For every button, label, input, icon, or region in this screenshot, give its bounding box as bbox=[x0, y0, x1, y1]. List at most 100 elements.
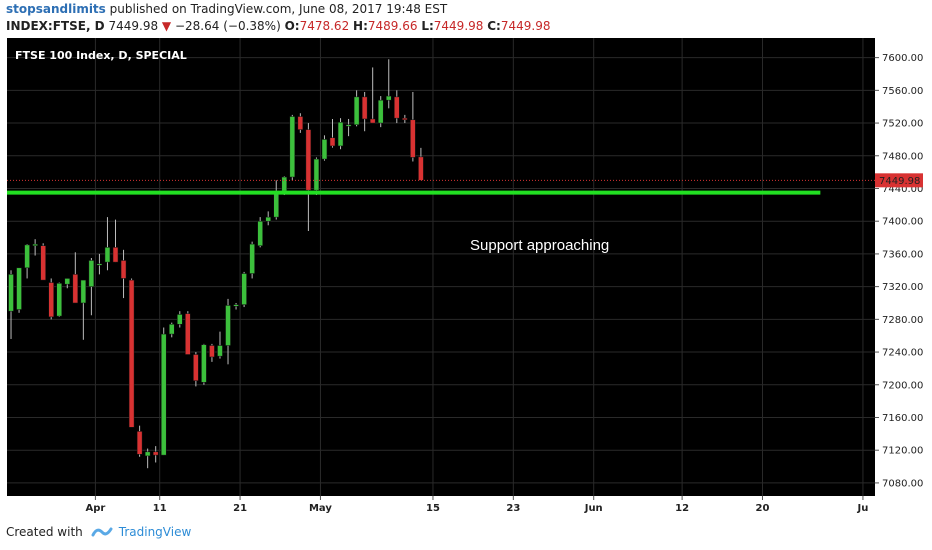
candle bbox=[305, 123, 312, 232]
candle bbox=[201, 343, 207, 385]
candle-body bbox=[16, 267, 22, 310]
close-label: C: bbox=[487, 19, 501, 33]
last-price-badge-label: 7449.98 bbox=[879, 176, 920, 187]
candle-body bbox=[305, 129, 312, 191]
candle-body bbox=[185, 313, 191, 355]
price-tick-label: 7160.00 bbox=[882, 413, 923, 424]
low-label: L: bbox=[421, 19, 434, 33]
candle-body bbox=[48, 282, 54, 318]
candle bbox=[377, 96, 384, 128]
candle-body bbox=[329, 137, 336, 147]
tradingview-logo-icon bbox=[91, 527, 113, 537]
price-tick-label: 7240.00 bbox=[882, 348, 923, 359]
close-value: 7449.98 bbox=[500, 19, 551, 33]
tradingview-link[interactable]: TradingView bbox=[118, 525, 192, 539]
candle bbox=[410, 91, 416, 162]
overlays bbox=[7, 179, 875, 195]
candle bbox=[313, 157, 320, 196]
candle-body bbox=[40, 245, 46, 281]
time-axis: Apr 11 21 May 15 23 Jun 12 20 Ju bbox=[85, 496, 868, 514]
candle-body bbox=[144, 451, 151, 457]
candle bbox=[193, 352, 199, 387]
candle-body bbox=[257, 220, 263, 246]
price-tick-label: 7280.00 bbox=[882, 315, 923, 326]
candle-body bbox=[345, 124, 352, 127]
candle-body bbox=[56, 283, 62, 317]
candle-body bbox=[201, 344, 207, 383]
candle-body bbox=[353, 96, 360, 125]
price-change: −28.64 (−0.38%) bbox=[174, 19, 281, 33]
open-value: 7478.62 bbox=[299, 19, 350, 33]
candle-body bbox=[265, 216, 271, 222]
candle bbox=[233, 302, 239, 310]
candle-body bbox=[394, 96, 400, 119]
candle bbox=[329, 118, 336, 148]
candle bbox=[40, 243, 46, 281]
candle bbox=[56, 282, 62, 317]
time-tick-label: 20 bbox=[756, 503, 770, 514]
quote-line: INDEX:FTSE, D 7449.98 ▼ −28.64 (−0.38%) … bbox=[6, 19, 550, 34]
last-price-badge bbox=[875, 173, 923, 188]
time-tick-label: 23 bbox=[506, 503, 520, 514]
candle bbox=[64, 278, 71, 289]
candle-body bbox=[120, 260, 127, 279]
candle-body bbox=[88, 260, 95, 287]
candle bbox=[265, 211, 271, 226]
candle bbox=[386, 59, 392, 109]
candle-body bbox=[402, 117, 408, 121]
candlestick-chart[interactable]: 7080.00 7120.00 7160.00 7200.00 7240.00 7280.… bbox=[7, 38, 925, 518]
candle bbox=[104, 217, 111, 271]
candle-body bbox=[377, 99, 384, 124]
candle bbox=[8, 270, 14, 339]
candle-body bbox=[112, 247, 119, 263]
time-tick-label: 15 bbox=[426, 503, 440, 514]
candle-body bbox=[193, 354, 199, 381]
price-axis-background bbox=[875, 38, 925, 496]
candle bbox=[402, 114, 408, 124]
footer: Created with TradingView bbox=[6, 525, 191, 539]
candle bbox=[32, 239, 38, 256]
price-tick-label: 7080.00 bbox=[882, 478, 923, 489]
symbol-label: INDEX:FTSE, D bbox=[6, 19, 105, 33]
high-value: 7489.66 bbox=[367, 19, 418, 33]
candle bbox=[160, 327, 167, 456]
candle-body bbox=[361, 96, 368, 120]
candle bbox=[345, 118, 352, 137]
candle bbox=[136, 425, 143, 457]
price-tick-label: 7600.00 bbox=[882, 53, 923, 64]
candle bbox=[169, 322, 175, 338]
published-text: published on TradingView.com, June 08, 2… bbox=[109, 2, 448, 16]
candle-body bbox=[386, 95, 392, 101]
candle-body bbox=[241, 273, 247, 305]
candle-body bbox=[273, 190, 279, 218]
candle bbox=[120, 249, 127, 299]
price-tick-label: 7360.00 bbox=[882, 249, 923, 260]
price-tick-label: 7400.00 bbox=[882, 217, 923, 228]
candle-body bbox=[169, 324, 175, 335]
time-tick-label: 11 bbox=[153, 503, 167, 514]
candle-body bbox=[337, 121, 344, 147]
time-tick-label: May bbox=[309, 503, 332, 514]
candle-body bbox=[177, 314, 183, 325]
candle-body bbox=[136, 431, 143, 455]
candle bbox=[128, 278, 135, 428]
candle bbox=[394, 90, 400, 124]
candle-body bbox=[418, 156, 424, 181]
price-tick-label: 7520.00 bbox=[882, 119, 923, 130]
candle-body bbox=[24, 244, 30, 269]
price-tick-label: 7120.00 bbox=[882, 446, 923, 457]
candle bbox=[88, 258, 95, 316]
chart-title: FTSE 100 Index, D, SPECIAL bbox=[15, 49, 187, 62]
candle bbox=[112, 219, 119, 263]
candle bbox=[80, 279, 87, 340]
open-label: O: bbox=[284, 19, 300, 33]
candle bbox=[152, 446, 159, 463]
author-link[interactable]: stopsandlimits bbox=[6, 2, 106, 16]
created-with-label: Created with bbox=[6, 525, 83, 539]
candle-body bbox=[289, 116, 296, 178]
price-tick-label: 7480.00 bbox=[882, 151, 923, 162]
candle-body bbox=[313, 158, 320, 191]
time-axis-background bbox=[7, 496, 925, 518]
candle bbox=[241, 271, 247, 308]
candle bbox=[257, 217, 263, 248]
